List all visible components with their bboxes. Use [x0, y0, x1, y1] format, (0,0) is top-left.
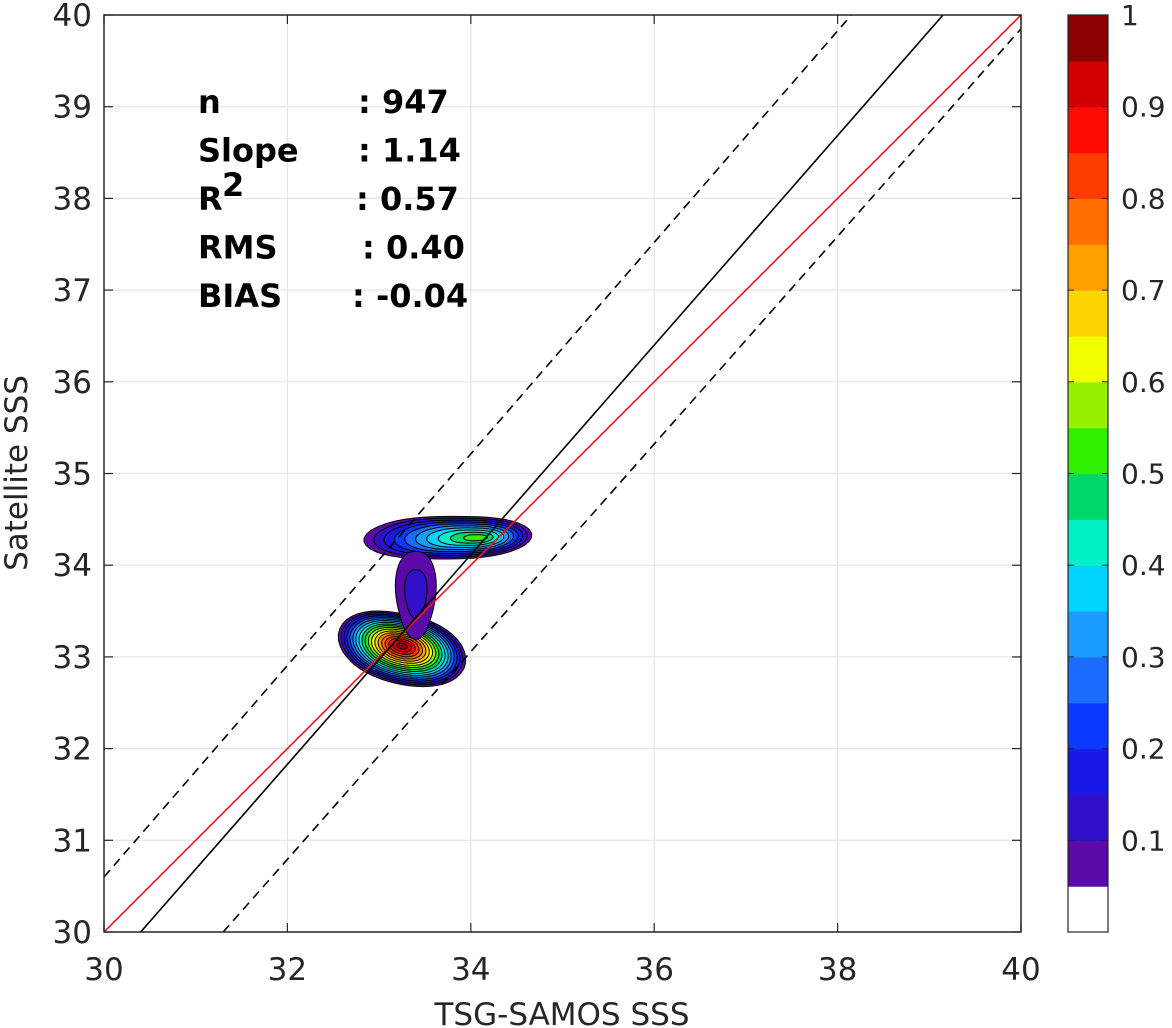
colorbar-segment: [1068, 702, 1108, 750]
colorbar-tick-label: 0.5: [1121, 458, 1166, 491]
x-tick-label: 36: [634, 952, 673, 988]
upper-bound-line: [104, 15, 852, 878]
stat-value: : -0.04: [352, 277, 468, 315]
y-axis-label: Satellite SSS: [0, 375, 35, 571]
y-tick-label: 36: [53, 365, 92, 401]
regression-line: [140, 15, 944, 932]
colorbar-segment: [1068, 290, 1108, 337]
stat-value: : 0.40: [362, 229, 465, 267]
colorbar: 0.1 0.2 0.3 0.4 0.5 0.6 0.7 0.8 0.9 1: [1067, 0, 1166, 933]
colorbar-tick-label: 0.8: [1121, 182, 1166, 215]
x-tick-label: 32: [268, 952, 307, 988]
grid: [103, 14, 1022, 933]
x-tick-label: 30: [84, 952, 123, 988]
one-to-one-line: [104, 15, 1021, 932]
colorbar-tick-label: 1: [1121, 0, 1139, 32]
colorbar-tick-label: 0.4: [1121, 549, 1166, 582]
colorbar-segment: [1068, 656, 1108, 704]
colorbar-tick-label: 0.3: [1121, 641, 1166, 674]
colorbar-tick-label: 0.2: [1121, 733, 1166, 766]
y-tick-label: 38: [53, 181, 92, 217]
colorbar-tick-label: 0.9: [1121, 91, 1166, 124]
colorbar-tick-label: 0.1: [1121, 824, 1166, 857]
colorbar-segment: [1068, 381, 1108, 429]
colorbar-tick-label: 0.7: [1121, 274, 1166, 307]
colorbar-segment: [1068, 106, 1108, 154]
colorbar-segment: [1068, 473, 1108, 520]
stats-box: n : 947 Slope : 1.14 R 2 : 0.57 RMS : 0.40 BIAS : …: [198, 83, 468, 315]
x-tick-label: 34: [451, 952, 490, 988]
y-tick-label: 34: [53, 548, 92, 584]
colorbar-segment: [1068, 886, 1108, 933]
colorbar-segment: [1068, 519, 1108, 566]
colorbar-tick-label: 0.6: [1121, 366, 1166, 399]
colorbar-segment: [1068, 244, 1108, 291]
stat-label: BIAS: [198, 277, 282, 315]
y-tick-labels: 30 31 32 33 34 35 36 37 38 39 40: [53, 0, 92, 951]
axis-ticks: [103, 14, 1022, 933]
colorbar-segment: [1068, 427, 1108, 475]
x-tick-label: 38: [818, 952, 857, 988]
colorbar-segment: [1068, 198, 1108, 245]
y-tick-label: 32: [53, 732, 92, 768]
x-tick-labels: 30 32 34 36 38 40: [84, 952, 1040, 988]
y-tick-label: 33: [53, 640, 92, 676]
stat-value: : 1.14: [358, 132, 461, 170]
stat-label: n: [198, 83, 221, 121]
main-cluster-contour-level: [396, 642, 408, 650]
y-tick-label: 31: [53, 823, 92, 859]
y-tick-label: 40: [53, 0, 92, 34]
upper-cluster-contour-level: [463, 534, 488, 542]
colorbar-segment: [1068, 565, 1108, 612]
stat-value: : 0.57: [356, 180, 459, 218]
colorbar-segment: [1068, 335, 1108, 383]
reference-lines: [104, 15, 1021, 932]
stat-superscript: 2: [222, 166, 244, 204]
y-tick-label: 35: [53, 457, 92, 493]
y-tick-label: 30: [53, 915, 92, 951]
y-tick-label: 39: [53, 90, 92, 126]
lower-bound-line: [222, 28, 1021, 932]
colorbar-segment: [1068, 152, 1108, 199]
colorbar-segment: [1068, 611, 1108, 658]
colorbar-segment: [1068, 748, 1108, 796]
colorbar-segment: [1068, 840, 1108, 887]
colorbar-segment: [1068, 60, 1108, 108]
x-axis-label: TSG-SAMOS SSS: [434, 997, 690, 1028]
density-contours: [337, 515, 533, 688]
stat-value: : 947: [358, 83, 449, 121]
x-tick-label: 40: [1001, 952, 1040, 988]
colorbar-segment: [1068, 15, 1108, 62]
y-tick-label: 37: [53, 273, 92, 309]
stat-label: Slope: [198, 132, 299, 170]
stat-label: R: [198, 180, 223, 218]
stat-label: RMS: [198, 229, 278, 267]
colorbar-segment: [1068, 794, 1108, 841]
